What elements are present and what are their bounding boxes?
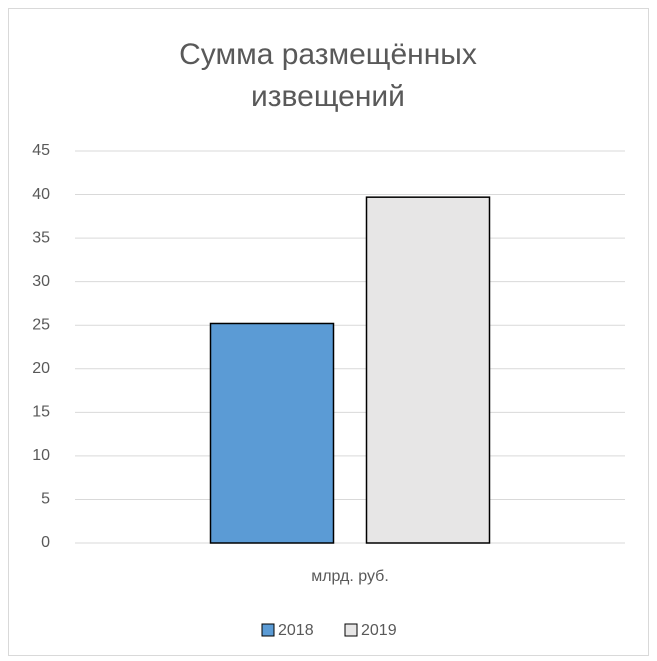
y-tick-label: 30 bbox=[32, 273, 50, 290]
y-tick-label: 40 bbox=[32, 186, 50, 203]
y-tick-label: 15 bbox=[32, 404, 50, 421]
x-tick-label: млрд. руб. bbox=[311, 568, 389, 585]
legend-label: 2018 bbox=[278, 622, 314, 639]
legend-label: 2019 bbox=[361, 622, 397, 639]
y-tick-label: 20 bbox=[32, 360, 50, 377]
y-tick-label: 25 bbox=[32, 316, 50, 333]
legend-swatch bbox=[261, 623, 275, 637]
y-tick-label: 45 bbox=[32, 142, 50, 159]
y-tick-label: 35 bbox=[32, 229, 50, 246]
bar bbox=[209, 322, 335, 544]
legend-swatch bbox=[344, 623, 358, 637]
chart-title: Сумма размещённых извещений bbox=[179, 38, 477, 113]
y-tick-label: 0 bbox=[41, 534, 50, 551]
bar bbox=[365, 196, 491, 544]
y-tick-label: 5 bbox=[41, 491, 50, 508]
y-tick-label: 10 bbox=[32, 447, 50, 464]
